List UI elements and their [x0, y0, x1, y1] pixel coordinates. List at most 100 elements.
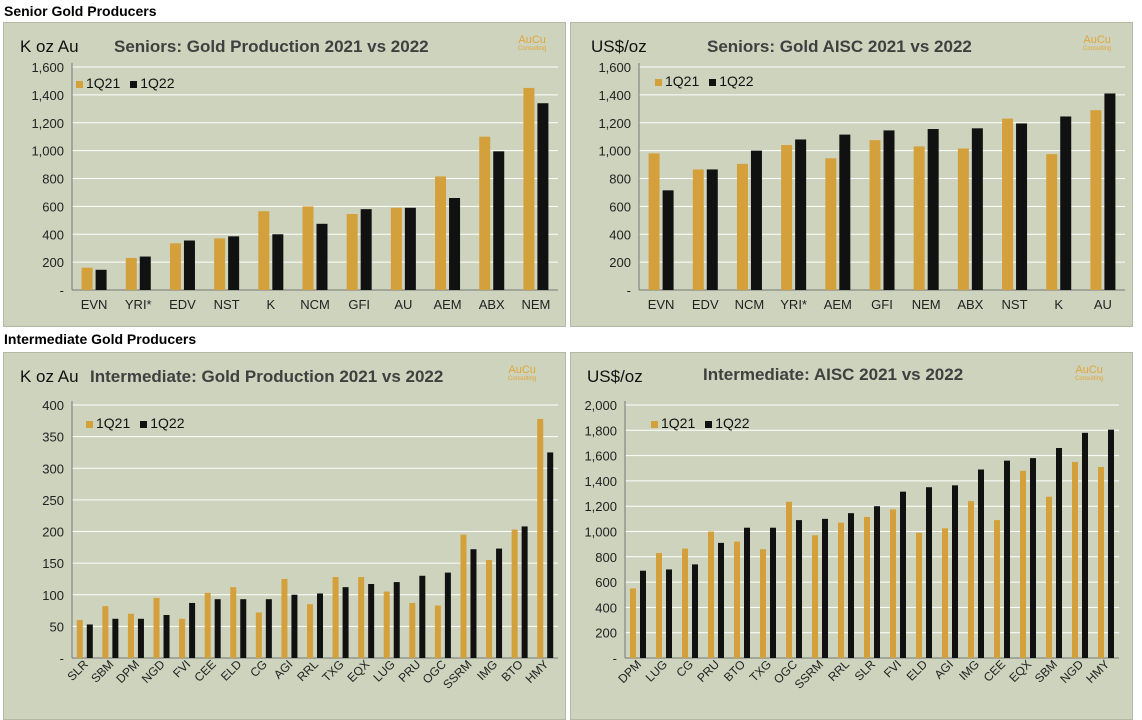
- y-tick-label: 1,800: [584, 423, 617, 438]
- bar-1q22-ogc: [796, 520, 802, 658]
- bar-1q22-agi: [952, 485, 958, 658]
- brand-logo: AuCu Consulting: [518, 35, 546, 53]
- chart-plot: - 200 400 600 800 1,000 1,200 1,400 1,600 EVN EDV N…: [598, 60, 1125, 312]
- bar-1q21-img: [968, 501, 974, 658]
- bar-1q22-ssrm: [470, 549, 477, 658]
- y-tick-label: 1,200: [598, 116, 631, 131]
- bar-1q21-eqx: [358, 577, 365, 658]
- bar-1q22-evn: [95, 269, 107, 290]
- x-tick-label: AEM: [433, 297, 461, 312]
- bar-1q22-slr: [86, 624, 93, 658]
- bar-1q22-nem: [927, 129, 939, 290]
- y-tick-label: -: [60, 651, 64, 666]
- x-tick-label: EDV: [169, 297, 196, 312]
- bar-1q21-aem: [435, 176, 447, 290]
- y-tick-label: 1,000: [584, 525, 617, 540]
- bar-1q22-ssrm: [822, 518, 828, 658]
- bar-1q21-ngd: [1072, 461, 1078, 658]
- bar-1q21-cg: [682, 548, 688, 658]
- legend-label: 1Q21: [86, 75, 121, 91]
- x-tick-label: K: [266, 297, 275, 312]
- bar-1q22-ngd: [1082, 432, 1088, 658]
- bar-1q21-ncm: [302, 206, 314, 290]
- x-tick-label: IMG: [474, 657, 500, 683]
- x-tick-label: NEM: [912, 297, 941, 312]
- bar-1q22-eld: [926, 487, 932, 658]
- x-tick-label: EQX: [1006, 657, 1034, 685]
- bar-1q22-abx: [971, 128, 983, 290]
- x-tick-label: GFI: [348, 297, 370, 312]
- legend-label: 1Q22: [719, 73, 754, 89]
- bar-1q22-ncm: [750, 150, 762, 290]
- bar-1q21-cg: [255, 612, 262, 658]
- bar-1q21-cee: [994, 520, 1000, 658]
- x-tick-label: SLR: [852, 657, 879, 684]
- bar-1q21-ogc: [786, 501, 792, 658]
- bar-1q22-agi: [291, 594, 298, 658]
- bar-1q22-hmy: [547, 452, 554, 658]
- bar-1q21-yri: [125, 257, 137, 290]
- bar-1q22-au: [1104, 93, 1116, 290]
- bar-1q21-ngd: [153, 597, 160, 658]
- bar-1q22-sbm: [1056, 448, 1062, 658]
- bar-1q21-agi: [942, 528, 948, 658]
- bar-1q21-ssrm: [812, 535, 818, 658]
- y-tick-label: 400: [609, 227, 631, 242]
- x-tick-label: DPM: [615, 657, 644, 686]
- legend-item: 1Q21: [86, 415, 130, 431]
- bar-1q21-aem: [825, 158, 837, 290]
- senior-aisc-chart: US$/oz Seniors: Gold AISC 2021 vs 2022 AuC…: [570, 22, 1133, 327]
- bar-1q21-cee: [204, 592, 211, 658]
- bar-1q21-nst: [1002, 118, 1014, 290]
- y-tick-label: 1,600: [584, 449, 617, 464]
- legend-swatch: [130, 80, 138, 88]
- legend-label: 1Q21: [661, 415, 696, 431]
- bar-1q22-slr: [874, 506, 880, 658]
- y-tick-label: 1,400: [598, 88, 631, 103]
- y-tick-label: 400: [595, 600, 617, 615]
- bar-1q22-hmy: [1108, 429, 1114, 658]
- y-tick-label: 200: [595, 626, 617, 641]
- bar-1q21-lug: [656, 553, 662, 658]
- bar-1q21-eqx: [1020, 470, 1026, 658]
- x-tick-label: CEE: [981, 657, 1008, 684]
- y-tick-label: 600: [595, 575, 617, 590]
- intermediate-production-chart: K oz Au Intermediate: Gold Production 202…: [3, 352, 566, 720]
- bar-1q22-txg: [342, 587, 349, 658]
- y-tick-label: 400: [42, 227, 64, 242]
- x-tick-label: NST: [214, 297, 240, 312]
- bar-1q21-bto: [734, 541, 740, 658]
- y-tick-label: 300: [42, 461, 64, 476]
- bar-1q21-hmy: [1098, 466, 1104, 658]
- x-tick-label: DPM: [113, 657, 142, 686]
- x-tick-label: LUG: [371, 657, 398, 684]
- x-tick-label: RRL: [825, 657, 852, 684]
- bar-1q22-lug: [393, 582, 400, 658]
- y-unit-label: K oz Au: [20, 367, 79, 386]
- brand-tagline: Consulting: [1083, 46, 1112, 52]
- brand-logo: AuCu Consulting: [508, 364, 536, 383]
- senior-section-title: Senior Gold Producers: [4, 3, 157, 19]
- legend-swatch: [86, 420, 93, 428]
- bar-1q21-eld: [230, 587, 237, 658]
- y-tick-label: 1,400: [31, 88, 64, 103]
- senior-production-chart: K oz Au Seniors: Gold Production 2021 vs …: [3, 22, 566, 327]
- bar-1q21-ogc: [434, 605, 441, 658]
- x-tick-label: AU: [1094, 297, 1112, 312]
- bar-1q21-nst: [214, 238, 226, 290]
- bar-1q21-lug: [383, 591, 390, 658]
- bar-1q21-gfi: [869, 140, 881, 290]
- bar-1q21-abx: [479, 136, 491, 290]
- y-tick-label: 1,200: [584, 499, 617, 514]
- bar-1q22-txg: [770, 527, 776, 658]
- brand-name: AuCu: [508, 364, 536, 376]
- x-tick-label: BTO: [499, 657, 526, 684]
- bar-1q22-aem: [449, 198, 461, 290]
- x-tick-label: YRI*: [780, 297, 807, 312]
- legend-item: 1Q21: [76, 75, 120, 91]
- bar-1q22-gfi: [883, 130, 895, 290]
- bar-1q22-cg: [692, 564, 698, 658]
- bar-1q22-aem: [839, 134, 851, 290]
- bar-1q21-edv: [169, 243, 181, 290]
